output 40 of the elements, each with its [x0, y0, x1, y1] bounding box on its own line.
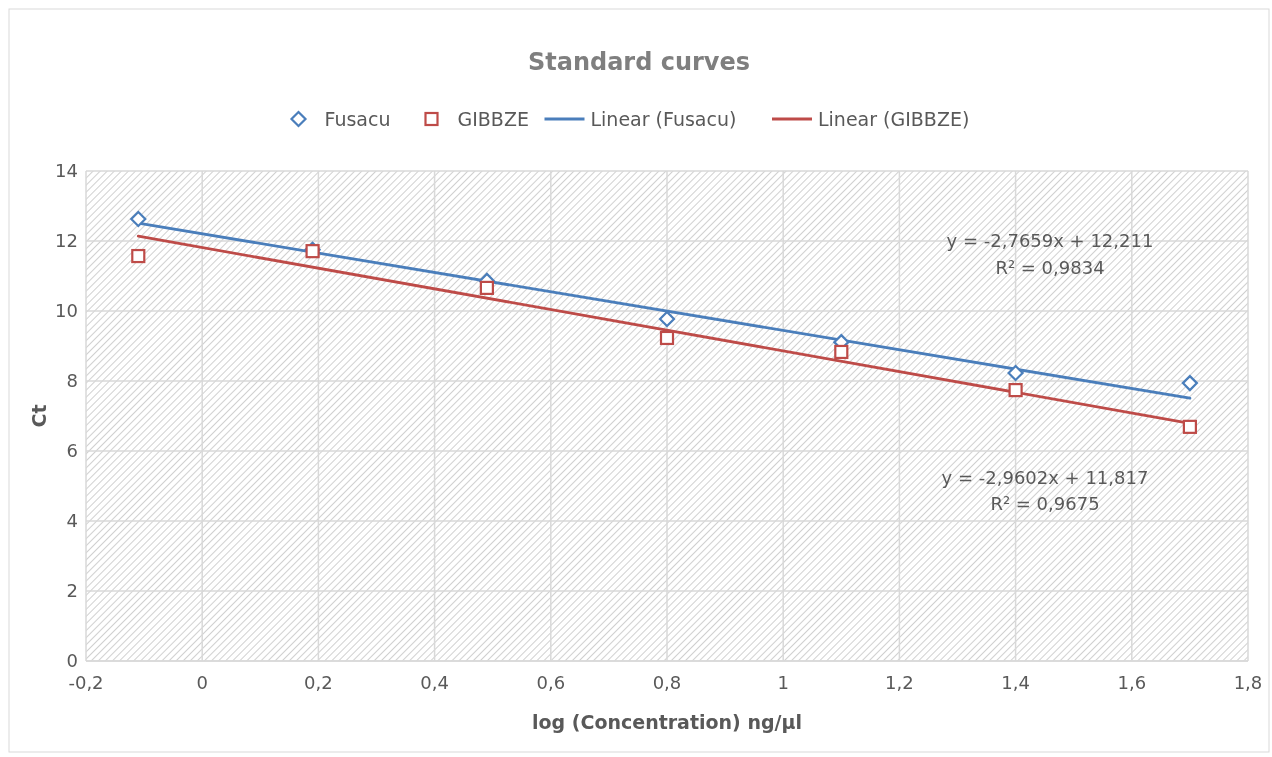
legend-label: Fusacu — [324, 107, 391, 130]
y-axis-title: Ct — [28, 404, 50, 428]
y-tick-label: 6 — [66, 440, 78, 462]
x-tick-label: 1,4 — [1001, 672, 1030, 693]
y-tick-label: 12 — [55, 230, 78, 252]
point — [1007, 364, 1024, 382]
annotation: y = -2,7659x + 12,211 — [946, 230, 1154, 252]
annotation: R² = 0,9834 — [995, 257, 1105, 279]
point — [1008, 383, 1023, 398]
point — [479, 280, 494, 295]
legend-label: GIBBZE — [457, 107, 529, 130]
y-tick-label: 0 — [66, 650, 78, 672]
legend-label: Linear (Fusacu) — [590, 107, 737, 130]
point — [1182, 419, 1197, 434]
y-tick-label: 4 — [66, 510, 78, 532]
y-tick-label: 10 — [55, 300, 78, 322]
x-tick-label: 1,6 — [1117, 672, 1147, 693]
x-tick-label: 0,4 — [420, 672, 449, 693]
point — [834, 344, 849, 360]
annotation: y = -2,9602x + 11,817 — [941, 467, 1149, 489]
annotation: R² = 0,9675 — [990, 493, 1100, 515]
y-tick-label: 14 — [55, 160, 78, 182]
x-tick-label: 0,6 — [536, 672, 566, 693]
point — [130, 210, 147, 228]
point — [659, 330, 675, 346]
x-tick-label: 1,2 — [885, 672, 914, 693]
y-tick-label: 2 — [66, 580, 78, 602]
x-tick-label: 0,8 — [652, 672, 682, 693]
x-tick-label: 0,2 — [304, 672, 333, 693]
x-tick-label: 0 — [196, 672, 208, 693]
chart-title: Standard curves — [527, 48, 751, 76]
point — [658, 310, 676, 328]
point — [131, 248, 146, 264]
x-axis-title: log (Concentration) ng/µl — [532, 711, 802, 733]
x-tick-label: 1 — [777, 672, 789, 693]
point — [1181, 375, 1198, 392]
x-tick-label: 1,8 — [1233, 672, 1263, 693]
x-tick-label: -0,2 — [68, 672, 104, 693]
y-tick-label: 8 — [66, 370, 78, 392]
legend-label: Linear (GIBBZE) — [818, 107, 970, 130]
